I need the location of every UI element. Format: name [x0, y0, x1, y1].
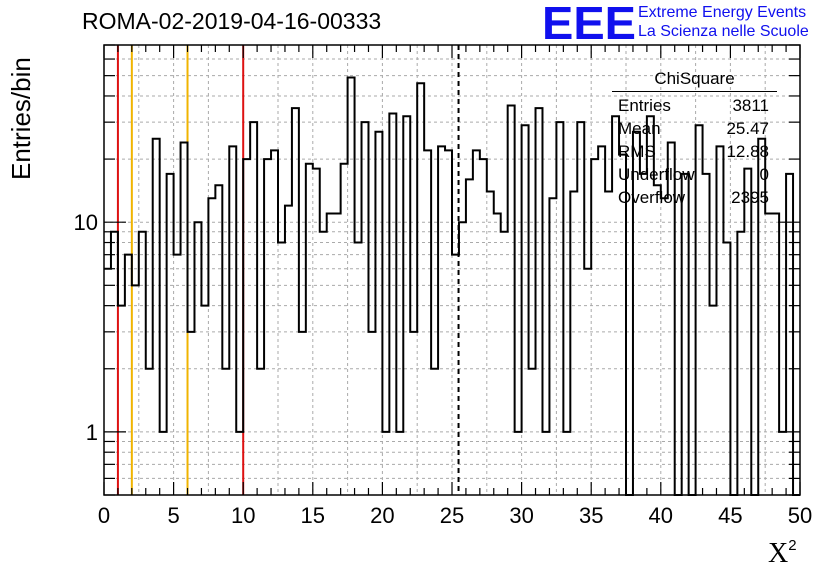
- logo-caption: Extreme Energy Events La Scienza nelle S…: [638, 3, 809, 41]
- logo-line-1: Extreme Energy Events: [638, 4, 807, 21]
- x-tick-label: 10: [231, 503, 255, 528]
- x-tick-label: 20: [370, 503, 394, 528]
- histogram-series: [104, 76, 800, 496]
- x-tick-label: 40: [649, 503, 673, 528]
- stats-value: 3811: [732, 96, 769, 115]
- x-tick-label: 45: [718, 503, 742, 528]
- stats-row-rms: RMS 12.88: [612, 140, 777, 163]
- stats-row-overflow: Overflow 2395: [612, 186, 777, 209]
- stats-value: 2395: [731, 188, 769, 207]
- x-tick-label: 0: [98, 503, 110, 528]
- x-tick-label: 25: [440, 503, 464, 528]
- stats-value: 25.47: [726, 119, 769, 138]
- stats-key: Overflow: [618, 188, 686, 207]
- x-tick-label: 15: [301, 503, 325, 528]
- stats-value: 0: [759, 165, 769, 184]
- x-axis-label-base: X: [768, 538, 789, 569]
- stats-key: RMS: [618, 142, 656, 161]
- stats-box: ChiSquare Entries 3811 Mean 25.47 RMS 12.88…: [612, 68, 777, 209]
- x-tick-label: 5: [167, 503, 179, 528]
- logo-letters: EEE: [542, 2, 636, 42]
- stats-key: Mean: [618, 119, 661, 138]
- y-tick-label: 10: [74, 210, 98, 235]
- logo-line-2: La Scienza nelle Scuole: [638, 23, 809, 40]
- x-tick-label: 35: [579, 503, 603, 528]
- stats-row-entries: Entries 3811: [612, 94, 777, 117]
- stats-row-mean: Mean 25.47: [612, 117, 777, 140]
- x-tick-label: 30: [509, 503, 533, 528]
- x-axis-label: X2: [768, 536, 797, 570]
- x-tick-label: 50: [788, 503, 812, 528]
- stats-value: 12.88: [726, 142, 769, 161]
- eee-logo: EEE: [542, 2, 636, 42]
- run-title: ROMA-02-2019-04-16-00333: [82, 8, 382, 34]
- y-tick-label: 1: [86, 420, 98, 445]
- y-axis-label: Entries/bin: [6, 57, 36, 180]
- stats-title: ChiSquare: [612, 68, 777, 92]
- x-axis-label-superscript: 2: [788, 536, 797, 554]
- stats-key: Entries: [618, 96, 671, 115]
- stats-key: Underflow: [618, 165, 695, 184]
- stats-row-underflow: Underflow 0: [612, 163, 777, 186]
